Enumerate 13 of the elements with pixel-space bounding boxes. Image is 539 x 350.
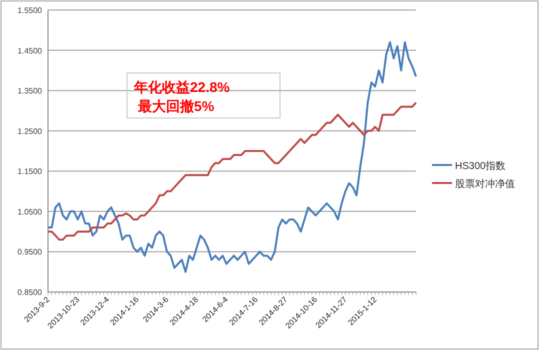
- y-tick-label: 1.2500: [18, 126, 43, 136]
- legend-label: HS300指数: [455, 160, 506, 172]
- y-tick-label: 1.1500: [18, 167, 43, 176]
- y-tick-label: 0.9500: [18, 248, 43, 257]
- y-tick-label: 1.3500: [18, 86, 43, 96]
- y-tick-label: 1.4500: [18, 46, 43, 56]
- annotation: 年化收益22.8%: [133, 79, 230, 95]
- line-series: [47, 41, 417, 273]
- annotation: 最大回撤5%: [137, 98, 215, 114]
- legend-label: 股票对冲净值: [455, 178, 515, 190]
- y-tick-label: 1.5500: [18, 6, 43, 15]
- y-tick-label: 1.0500: [18, 207, 43, 216]
- y-tick-label: 0.8500: [18, 288, 43, 297]
